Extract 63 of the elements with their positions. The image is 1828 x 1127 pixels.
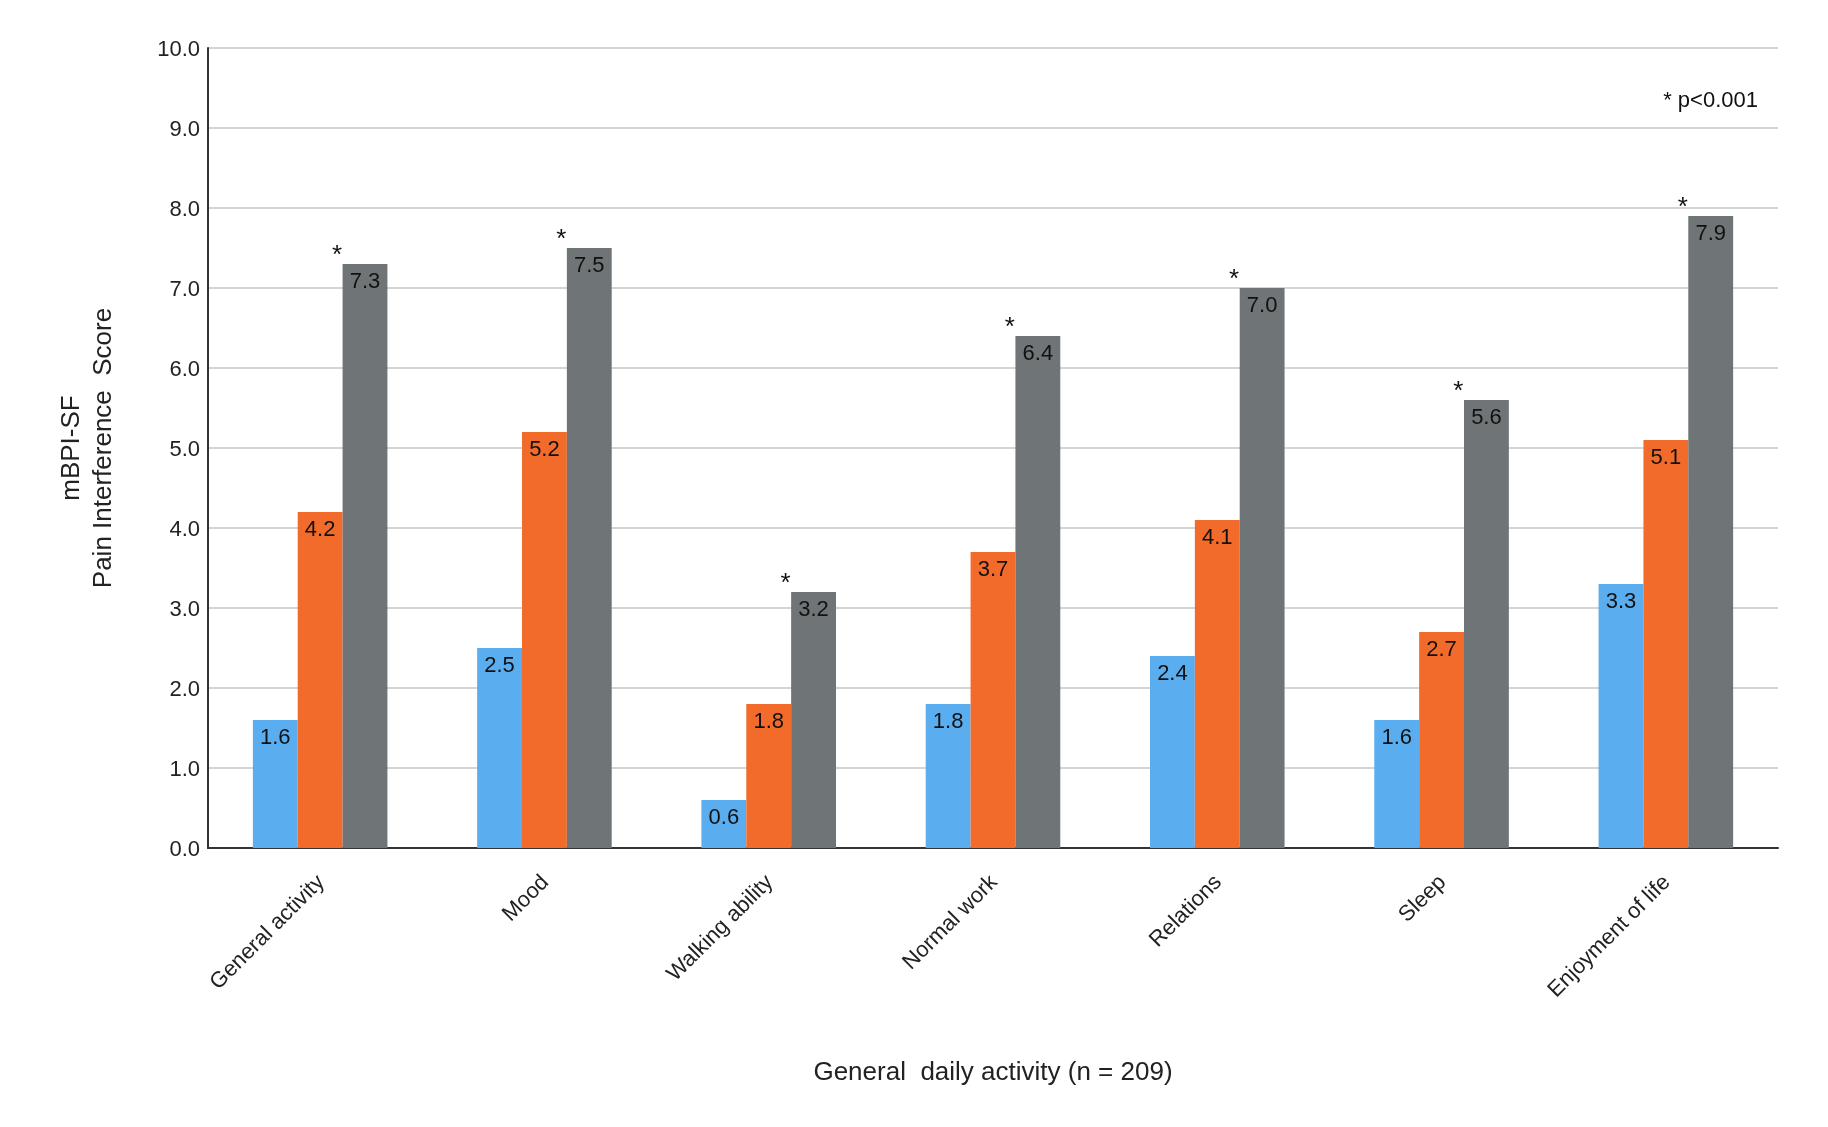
y-tick-label: 0.0 (169, 835, 200, 861)
data-label: 1.6 (259, 723, 291, 749)
x-axis-title: General daily activity (n = 209) (813, 1056, 1173, 1086)
data-label: 7.9 (1695, 219, 1727, 245)
bar (1239, 288, 1285, 848)
annotation: * (331, 239, 343, 269)
bar (1015, 336, 1061, 848)
annotation: * (556, 223, 567, 253)
data-label: 6.4 (1022, 339, 1054, 365)
data-label: 1.8 (932, 707, 964, 733)
data-label: 7.5 (573, 251, 605, 277)
bar (925, 704, 971, 848)
data-label: 5.2 (529, 435, 560, 461)
data-label: 4.1 (1201, 523, 1233, 549)
data-label: 5.1 (1650, 443, 1682, 469)
y-tick-label: 9.0 (169, 115, 200, 141)
y-tick-label: 5.0 (169, 435, 200, 461)
annotation: * (1004, 311, 1015, 341)
bar (746, 704, 792, 848)
bar (1688, 216, 1734, 848)
y-tick-label: 3.0 (169, 595, 200, 621)
data-label: 7.0 (1246, 291, 1278, 317)
data-label: 3.2 (798, 595, 829, 621)
y-tick-label: 2.0 (169, 675, 200, 701)
data-label: 0.6 (708, 803, 740, 829)
annotation: * (780, 567, 791, 597)
data-label: 2.5 (484, 651, 515, 677)
bar (1150, 656, 1195, 848)
annotation: * (1677, 191, 1688, 221)
data-label: 3.7 (977, 555, 1009, 581)
y-axis-title: mBPI-SF Pain Interference Score (55, 307, 117, 589)
bar (970, 552, 1016, 848)
bar (297, 512, 343, 848)
bar (701, 800, 747, 848)
bar (1194, 520, 1240, 848)
bar (1419, 632, 1464, 848)
bar (1374, 720, 1420, 848)
data-label: 1.8 (753, 707, 785, 733)
y-tick-label: 8.0 (169, 195, 200, 221)
bar (342, 264, 388, 848)
data-label: 4.2 (304, 515, 336, 541)
bar (566, 248, 612, 848)
data-label: 2.7 (1426, 635, 1457, 661)
annotation: * (1229, 263, 1240, 293)
bar (252, 720, 298, 848)
y-tick-label: 4.0 (169, 515, 200, 541)
y-tick-label: 6.0 (169, 355, 200, 381)
data-label: 5.6 (1471, 403, 1502, 429)
data-label: 1.6 (1381, 723, 1413, 749)
bar (1464, 400, 1509, 848)
bar (1643, 440, 1689, 848)
bar (477, 648, 522, 848)
data-label: 7.3 (349, 267, 381, 293)
data-label: 3.3 (1605, 587, 1637, 613)
bar (522, 432, 567, 848)
annotation: * p<0.001 (1663, 86, 1758, 112)
y-tick-label: 10.0 (157, 35, 200, 61)
bar (791, 592, 836, 848)
data-label: 2.4 (1157, 659, 1188, 685)
bar (1598, 584, 1644, 848)
annotation: * (1453, 375, 1464, 405)
y-tick-label: 1.0 (169, 755, 200, 781)
y-tick-label: 7.0 (169, 275, 200, 301)
